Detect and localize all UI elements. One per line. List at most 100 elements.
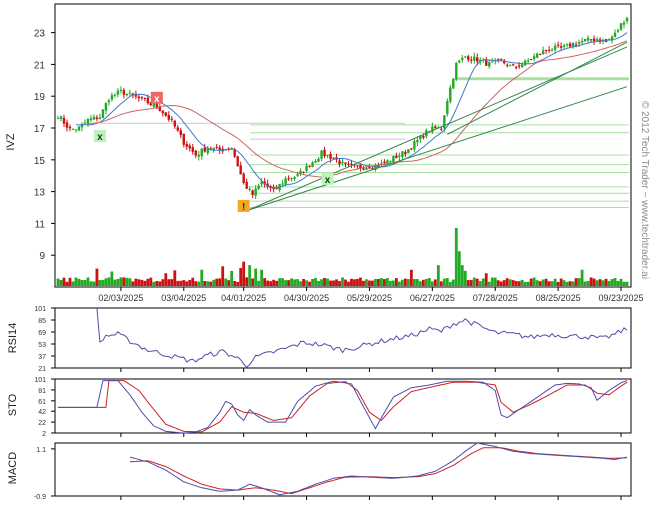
candle-body xyxy=(242,173,245,184)
symbol-label: IVZ xyxy=(5,133,17,150)
volume-bar xyxy=(520,279,524,286)
candle-body xyxy=(245,181,248,189)
candle-body xyxy=(595,39,599,41)
candle-body xyxy=(125,93,129,96)
candle-body xyxy=(577,42,581,44)
volume-bar xyxy=(326,278,329,286)
y-tick-label: -0.9 xyxy=(34,494,46,501)
candle-body xyxy=(419,135,422,140)
x-tick-label: 05/29/2025 xyxy=(347,293,392,303)
candle-body xyxy=(550,49,554,51)
volume-bar xyxy=(484,273,488,286)
candle-body xyxy=(122,89,126,95)
x-tick-label: 08/25/2025 xyxy=(536,293,581,303)
volume-bar xyxy=(577,278,581,286)
price-panel: x x! x 23 21 19 17 15 13 11 9 02/03/2025 03/04/202… xyxy=(5,3,650,303)
volume-bar xyxy=(386,278,389,286)
watermark: © 2012 Tech Trader ~ www.techtrader.ai xyxy=(639,101,650,279)
volume-bar xyxy=(368,280,371,286)
volume-bar xyxy=(107,277,111,286)
volume-bar xyxy=(604,278,608,286)
volume-bar xyxy=(625,281,629,286)
volume-bar xyxy=(589,277,593,286)
candle-body xyxy=(314,160,317,163)
candle-body xyxy=(212,147,215,151)
volume-bar xyxy=(454,228,458,286)
candle-body xyxy=(200,148,203,157)
y-tick-label: 21 xyxy=(34,60,46,71)
volume-bar xyxy=(493,277,497,286)
volume-bar xyxy=(445,278,449,286)
candle-body xyxy=(296,174,299,176)
y-tick-label: 15 xyxy=(34,156,46,167)
volume-bar xyxy=(380,278,383,286)
candle-body xyxy=(260,181,263,185)
volume-bar xyxy=(353,279,356,286)
volume-bar xyxy=(266,280,270,286)
volume-bar xyxy=(149,277,153,286)
volume-bar xyxy=(457,251,461,286)
candle-body xyxy=(152,103,156,107)
volume-bar xyxy=(95,268,99,286)
volume-bar xyxy=(532,277,536,286)
volume-bar xyxy=(433,279,437,286)
candle-body xyxy=(616,30,620,32)
volume-bar xyxy=(302,278,305,286)
volume-bar xyxy=(466,280,470,286)
candle-body xyxy=(470,59,473,61)
volume-bar xyxy=(125,277,129,286)
candle-body xyxy=(476,57,479,62)
volume-bar xyxy=(529,278,533,286)
candle-body xyxy=(404,151,407,154)
volume-bar xyxy=(242,261,246,286)
volume-bar xyxy=(86,277,90,286)
volume-bar xyxy=(290,278,293,286)
volume-bar xyxy=(514,281,518,286)
rsi-plot xyxy=(96,307,628,372)
volume-bar xyxy=(314,278,317,286)
volume-bar xyxy=(173,270,177,286)
trendline xyxy=(246,86,628,212)
volume-bar xyxy=(116,279,120,286)
candle-body xyxy=(233,149,236,157)
volume-bar xyxy=(487,281,491,286)
candle-body xyxy=(176,127,179,131)
signal-marker xyxy=(93,129,106,142)
volume-bar xyxy=(538,281,542,286)
candle-body xyxy=(422,136,425,138)
volume-bar xyxy=(140,279,144,286)
volume-bar xyxy=(320,279,323,286)
volume-bar xyxy=(601,280,605,286)
volume-bar xyxy=(547,281,551,286)
volume-bar xyxy=(335,279,338,286)
volume-bar xyxy=(448,281,452,286)
candle-body xyxy=(526,60,530,62)
candle-body xyxy=(110,95,114,100)
candle-body xyxy=(98,117,102,120)
volume-bar xyxy=(586,281,590,286)
volume-bar xyxy=(68,277,72,286)
candle-body xyxy=(359,164,362,169)
volume-bar xyxy=(113,279,117,286)
volume-bar xyxy=(371,280,374,286)
volume-bar xyxy=(212,279,216,286)
volume-bar xyxy=(415,279,419,286)
price-plot: x x! x xyxy=(56,16,629,286)
volume-bar xyxy=(490,277,494,286)
volume-bar xyxy=(197,281,201,286)
volume-bar xyxy=(451,279,455,286)
candle-body xyxy=(59,116,63,119)
candle-body xyxy=(434,126,437,129)
volume-bar xyxy=(134,278,138,286)
macd-label: MACD xyxy=(7,452,19,484)
volume-bar xyxy=(275,280,279,286)
candle-body xyxy=(559,46,563,48)
candle-body xyxy=(544,50,548,52)
candle-body xyxy=(74,129,78,131)
sto-plot xyxy=(58,380,628,437)
volume-bar xyxy=(305,280,308,286)
volume-bar xyxy=(155,280,159,286)
volume-bar xyxy=(412,279,416,286)
candle-body xyxy=(538,54,542,56)
